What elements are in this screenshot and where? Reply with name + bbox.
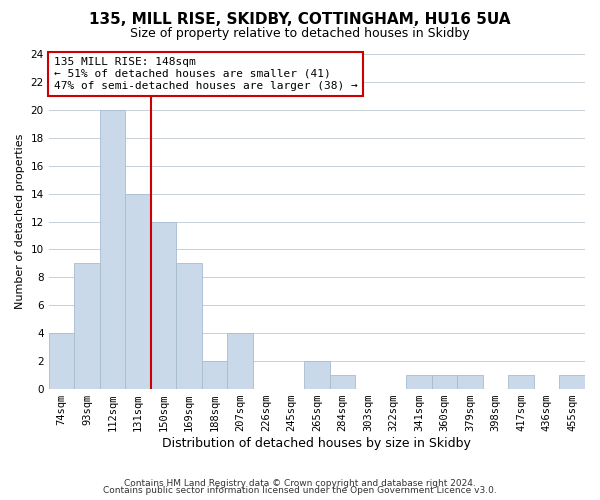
Bar: [176, 264, 202, 389]
Text: Contains HM Land Registry data © Crown copyright and database right 2024.: Contains HM Land Registry data © Crown c…: [124, 478, 476, 488]
Text: 135, MILL RISE, SKIDBY, COTTINGHAM, HU16 5UA: 135, MILL RISE, SKIDBY, COTTINGHAM, HU16…: [89, 12, 511, 28]
Bar: [432, 375, 457, 389]
Bar: [457, 375, 483, 389]
X-axis label: Distribution of detached houses by size in Skidby: Distribution of detached houses by size …: [163, 437, 471, 450]
Bar: [559, 375, 585, 389]
Text: Contains public sector information licensed under the Open Government Licence v3: Contains public sector information licen…: [103, 486, 497, 495]
Bar: [151, 222, 176, 389]
Bar: [100, 110, 125, 389]
Bar: [406, 375, 432, 389]
Bar: [304, 361, 329, 389]
Bar: [508, 375, 534, 389]
Bar: [329, 375, 355, 389]
Bar: [49, 333, 74, 389]
Bar: [202, 361, 227, 389]
Text: 135 MILL RISE: 148sqm
← 51% of detached houses are smaller (41)
47% of semi-deta: 135 MILL RISE: 148sqm ← 51% of detached …: [54, 58, 358, 90]
Bar: [74, 264, 100, 389]
Y-axis label: Number of detached properties: Number of detached properties: [15, 134, 25, 309]
Text: Size of property relative to detached houses in Skidby: Size of property relative to detached ho…: [130, 28, 470, 40]
Bar: [227, 333, 253, 389]
Bar: [125, 194, 151, 389]
